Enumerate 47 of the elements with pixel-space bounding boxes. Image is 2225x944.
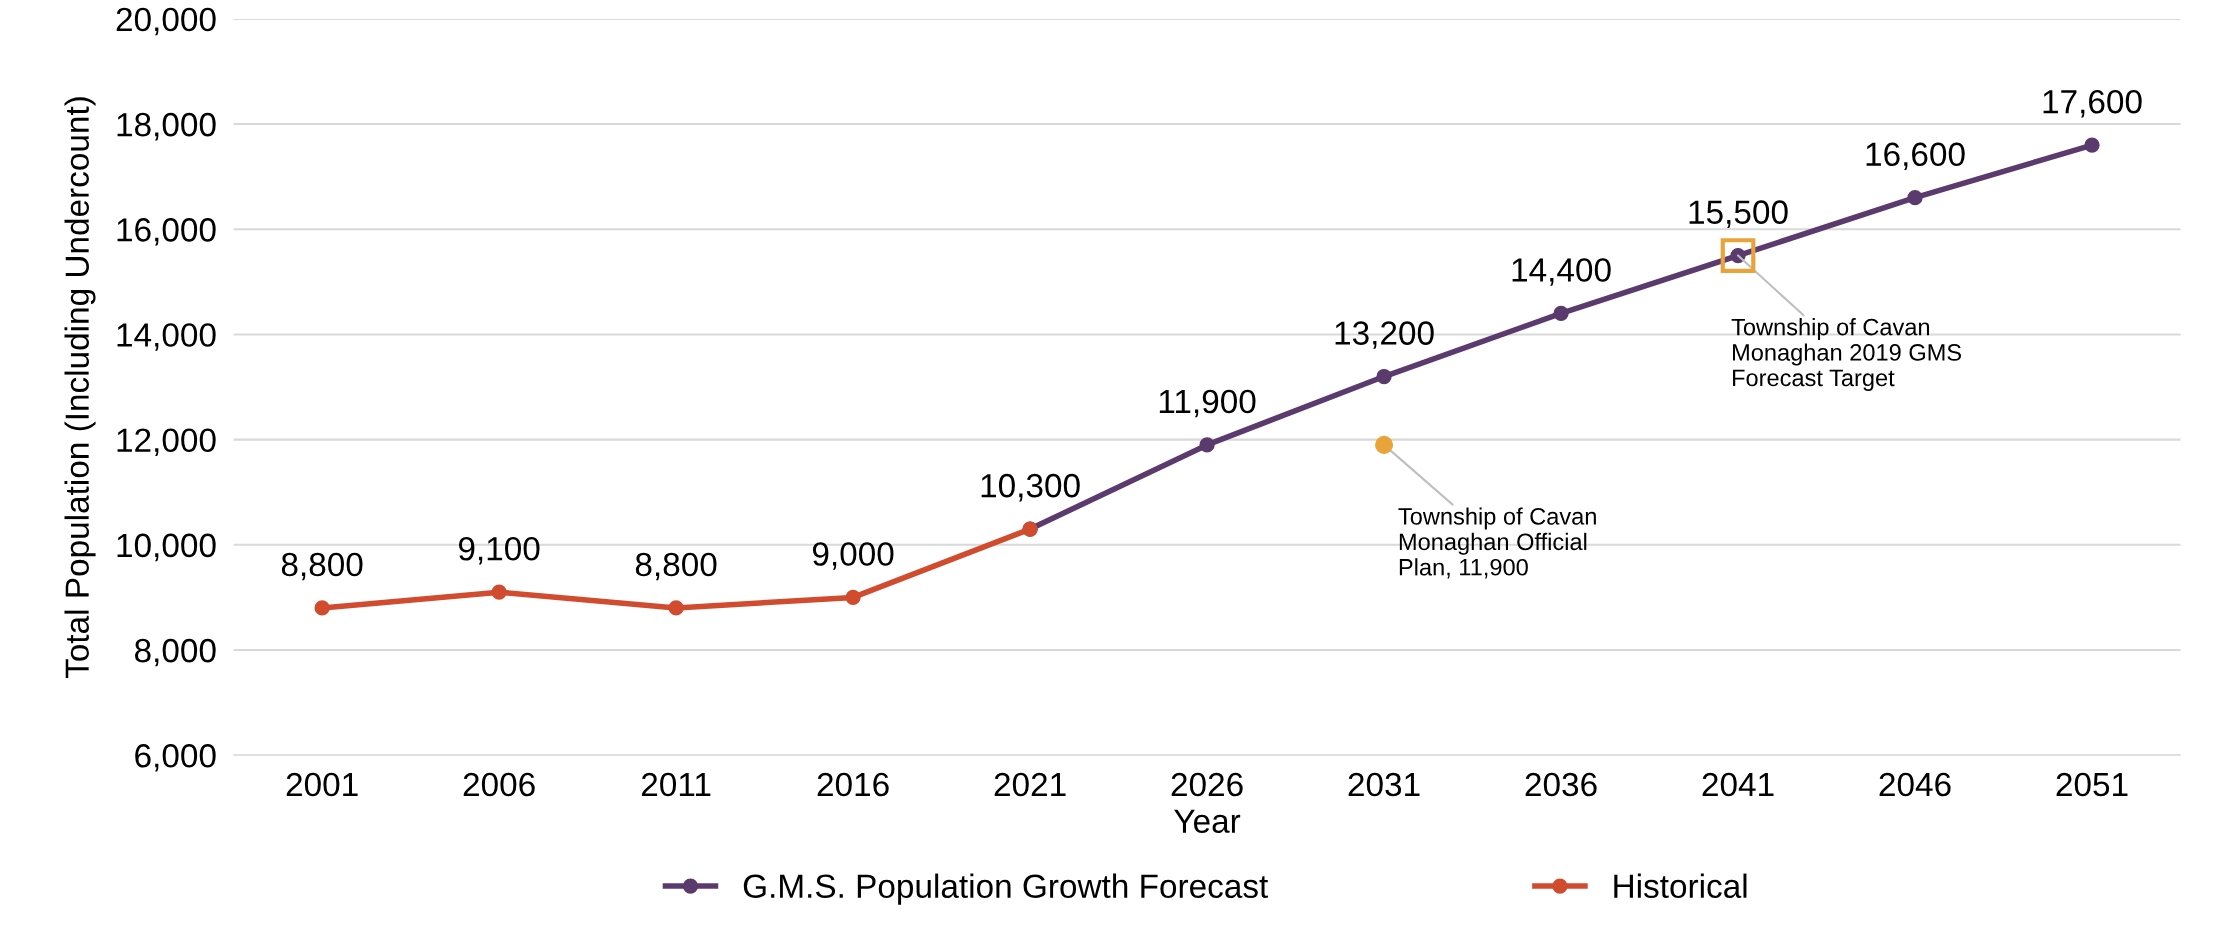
point bbox=[1375, 435, 1394, 454]
data-label: 10,300 bbox=[981, 473, 1080, 502]
x-tick-label: 2046 bbox=[1879, 772, 1951, 797]
data-label: 8,800 bbox=[281, 552, 363, 581]
data-label: 8,800 bbox=[635, 552, 717, 581]
y-tick-label: 16,000 bbox=[117, 218, 216, 246]
x-tick-label: 2031 bbox=[1348, 772, 1420, 797]
y-tick-label: 20,000 bbox=[116, 7, 216, 36]
point bbox=[314, 600, 330, 616]
annotation: Township of Cavan Monaghan Official Plan, 11,900 bbox=[1398, 507, 1596, 579]
point bbox=[491, 584, 507, 600]
x-tick-label: 2016 bbox=[817, 772, 889, 797]
x-tick-label: 2011 bbox=[641, 772, 711, 797]
legend-label: Historical bbox=[1614, 873, 1747, 899]
x-tick-label: 2051 bbox=[2056, 772, 2128, 797]
data-label: 9,100 bbox=[458, 536, 540, 565]
y-tick-label: 14,000 bbox=[117, 323, 216, 351]
data-label: 9,000 bbox=[812, 542, 894, 570]
data-label: 17,600 bbox=[2043, 89, 2142, 118]
point bbox=[1376, 368, 1392, 385]
y-tick-label: 12,000 bbox=[117, 428, 216, 456]
y-tick-label: 6,000 bbox=[135, 744, 216, 772]
data-label: 14,400 bbox=[1512, 258, 1611, 286]
x-tick-label: 2036 bbox=[1525, 772, 1597, 797]
x-tick-label: 2021 bbox=[994, 772, 1066, 797]
point bbox=[845, 589, 861, 606]
y-tick-label: 8,000 bbox=[135, 638, 216, 667]
point bbox=[668, 600, 684, 616]
x-tick-label: 2041 bbox=[1702, 772, 1774, 797]
x-tick-label: 2006 bbox=[463, 772, 535, 797]
point bbox=[2084, 137, 2100, 153]
x-tick-label: 2001 bbox=[286, 772, 358, 797]
point bbox=[1553, 305, 1569, 322]
y-tick-label: 10,000 bbox=[117, 533, 216, 562]
y-tick-label: 18,000 bbox=[117, 112, 216, 141]
data-label: 13,200 bbox=[1335, 321, 1434, 349]
point bbox=[1720, 238, 1756, 273]
x-axis-title: Year bbox=[1174, 809, 1241, 833]
data-label: 11,900 bbox=[1159, 389, 1256, 418]
legend-label: G.M.S. Population Growth Forecast bbox=[743, 873, 1269, 905]
data-label: 16,600 bbox=[1866, 142, 1965, 171]
data-label: 15,500 bbox=[1689, 200, 1788, 228]
y-axis-title: Total Population (Including Undercount) bbox=[64, 97, 96, 679]
x-tick-label: 2026 bbox=[1171, 772, 1243, 797]
point bbox=[1199, 437, 1215, 453]
point bbox=[1907, 190, 1923, 206]
annotation: Township of Cavan Monaghan 2019 GMS Forecast Target bbox=[1731, 318, 1962, 391]
